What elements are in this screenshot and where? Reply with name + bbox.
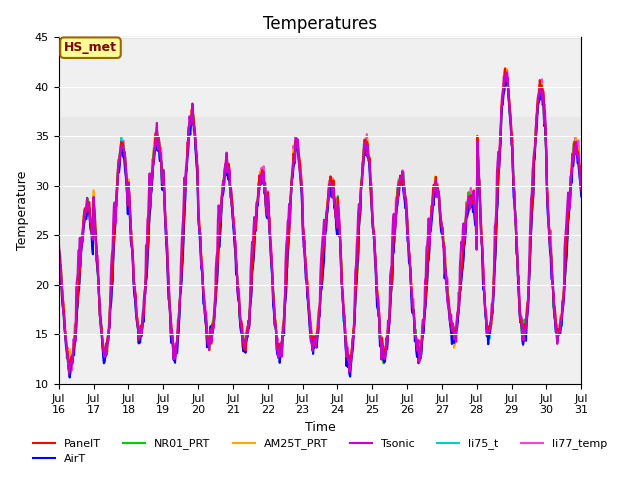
Text: HS_met: HS_met (64, 41, 117, 54)
Y-axis label: Temperature: Temperature (17, 171, 29, 251)
Bar (59, 117, 581, 335)
Title: Temperatures: Temperatures (263, 15, 377, 33)
Legend: PanelT, AirT, NR01_PRT, AM25T_PRT, Tsonic, li75_t, li77_temp: PanelT, AirT, NR01_PRT, AM25T_PRT, Tsoni… (28, 434, 612, 468)
X-axis label: Time: Time (305, 421, 335, 434)
